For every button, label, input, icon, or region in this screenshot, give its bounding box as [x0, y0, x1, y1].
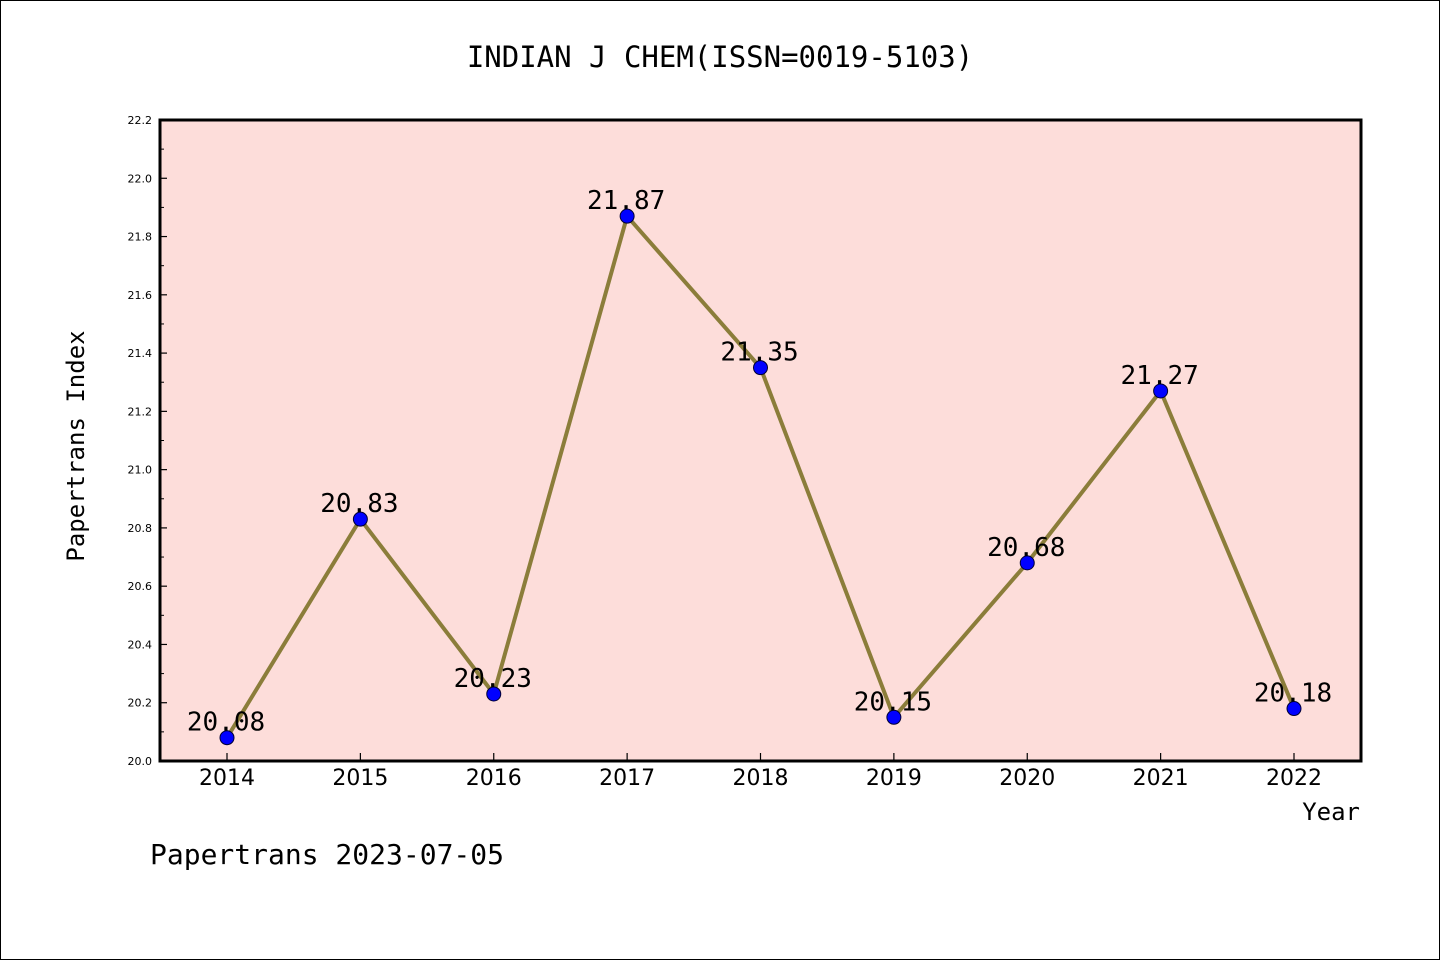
y-tick-label: 20.2: [128, 697, 153, 710]
data-point: [486, 686, 502, 702]
x-tick-label: 2022: [1266, 766, 1322, 791]
y-tick-label: 20.0: [128, 755, 153, 768]
x-axis-ticks: 2014 2015 2016 2017 2018 2019 2020 2021 2022: [199, 753, 1322, 791]
data-point: [1019, 555, 1035, 571]
x-tick-label: 2020: [999, 766, 1055, 791]
data-label: 21.27: [1120, 361, 1198, 391]
y-tick-label: 20.4: [128, 638, 153, 651]
data-label: 20.15: [854, 687, 932, 717]
data-point: [352, 511, 368, 527]
y-tick-label: 21.0: [128, 464, 153, 477]
data-point: [619, 208, 635, 224]
data-point: [1286, 701, 1302, 717]
y-tick-label: 21.6: [128, 289, 153, 302]
data-point: [1153, 383, 1169, 399]
x-tick-label: 2015: [332, 766, 388, 791]
data-label: 20.18: [1254, 679, 1332, 709]
y-tick-label: 20.8: [128, 522, 153, 535]
footer-date: Papertrans 2023-07-05: [150, 838, 504, 871]
data-label: 21.87: [587, 186, 665, 216]
plot-border: [158, 118, 1363, 763]
x-tick-label: 2014: [199, 766, 255, 791]
y-axis-label: Papertrans Index: [62, 330, 90, 561]
data-label: 20.68: [987, 533, 1065, 563]
x-tick-label: 2016: [466, 766, 522, 791]
x-tick-label: 2018: [733, 766, 789, 791]
y-axis-ticks: 20.0 20.2 20.4 20.6 20.8 21.0 21.2 21.4 21.6 21.8…: [128, 114, 167, 768]
data-label: 20.83: [320, 489, 398, 519]
x-axis-label: Year: [1302, 798, 1360, 826]
y-tick-label: 22.2: [128, 114, 153, 127]
chart-title: INDIAN J CHEM(ISSN=0019-5103): [467, 40, 973, 74]
data-series: 20.08 20.83 20.23 21.87 21.35 20.15 20.68 21.27…: [187, 186, 1332, 746]
data-label: 20.23: [454, 664, 532, 694]
data-point: [886, 709, 902, 725]
plot-area: [160, 120, 1361, 761]
y-tick-label: 22.0: [128, 172, 153, 185]
data-point: [753, 360, 768, 376]
x-tick-label: 2021: [1133, 766, 1189, 791]
x-tick-label: 2019: [866, 766, 922, 791]
x-tick-label: 2017: [599, 766, 655, 791]
data-label: 21.35: [720, 338, 798, 368]
y-tick-label: 21.2: [128, 405, 153, 418]
y-tick-label: 21.4: [128, 347, 153, 360]
y-tick-label: 20.6: [128, 580, 153, 593]
y-tick-label: 21.8: [128, 231, 153, 244]
data-point: [219, 730, 235, 746]
data-label: 20.08: [187, 708, 265, 738]
